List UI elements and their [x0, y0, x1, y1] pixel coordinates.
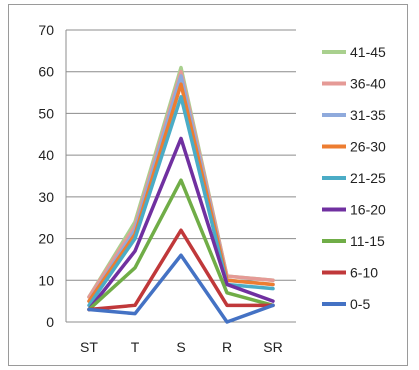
x-tick-label: SR — [263, 339, 282, 355]
series-layer — [87, 65, 275, 324]
y-tick-label: 50 — [38, 105, 54, 121]
series-line-26-30 — [87, 82, 275, 303]
legend-label: 16-20 — [350, 202, 386, 218]
x-tick-label: R — [222, 339, 232, 355]
legend-label: 21-25 — [350, 170, 386, 186]
y-tick-label: 30 — [38, 189, 54, 205]
y-tick-label: 10 — [38, 272, 54, 288]
y-tick-label: 20 — [38, 231, 54, 247]
series-line-6-10 — [87, 228, 275, 312]
x-tick-label: S — [176, 339, 185, 355]
legend-label: 0-5 — [350, 296, 370, 312]
legend-item: 41-45 — [322, 44, 386, 60]
legend: 41-45 36-40 31-35 26-30 21-25 16-20 11-15 6-10 0… — [322, 44, 386, 312]
legend-label: 11-15 — [350, 233, 385, 249]
series-line-0-5 — [87, 253, 275, 324]
series-line-16-20 — [87, 136, 275, 312]
legend-item: 11-15 — [322, 233, 385, 249]
x-tick-label: ST — [80, 339, 98, 355]
legend-item: 26-30 — [322, 139, 386, 155]
legend-label: 26-30 — [350, 139, 386, 155]
legend-label: 36-40 — [350, 76, 386, 92]
series-line-11-15 — [87, 178, 275, 312]
y-tick-label: 0 — [46, 314, 54, 330]
series-line-21-25 — [87, 94, 275, 308]
legend-label: 41-45 — [350, 44, 386, 60]
y-tick-label: 60 — [38, 64, 54, 80]
legend-item: 16-20 — [322, 202, 386, 218]
series-line-36-40 — [87, 69, 275, 299]
legend-item: 21-25 — [322, 170, 386, 186]
legend-item: 0-5 — [322, 296, 370, 312]
legend-item: 6-10 — [322, 265, 378, 281]
legend-label: 6-10 — [350, 265, 378, 281]
y-tick-label: 70 — [38, 22, 54, 38]
legend-item: 31-35 — [322, 107, 386, 123]
legend-item: 36-40 — [322, 76, 386, 92]
y-tick-label: 40 — [38, 147, 54, 163]
x-tick-label: T — [131, 339, 140, 355]
legend-label: 31-35 — [350, 107, 386, 123]
